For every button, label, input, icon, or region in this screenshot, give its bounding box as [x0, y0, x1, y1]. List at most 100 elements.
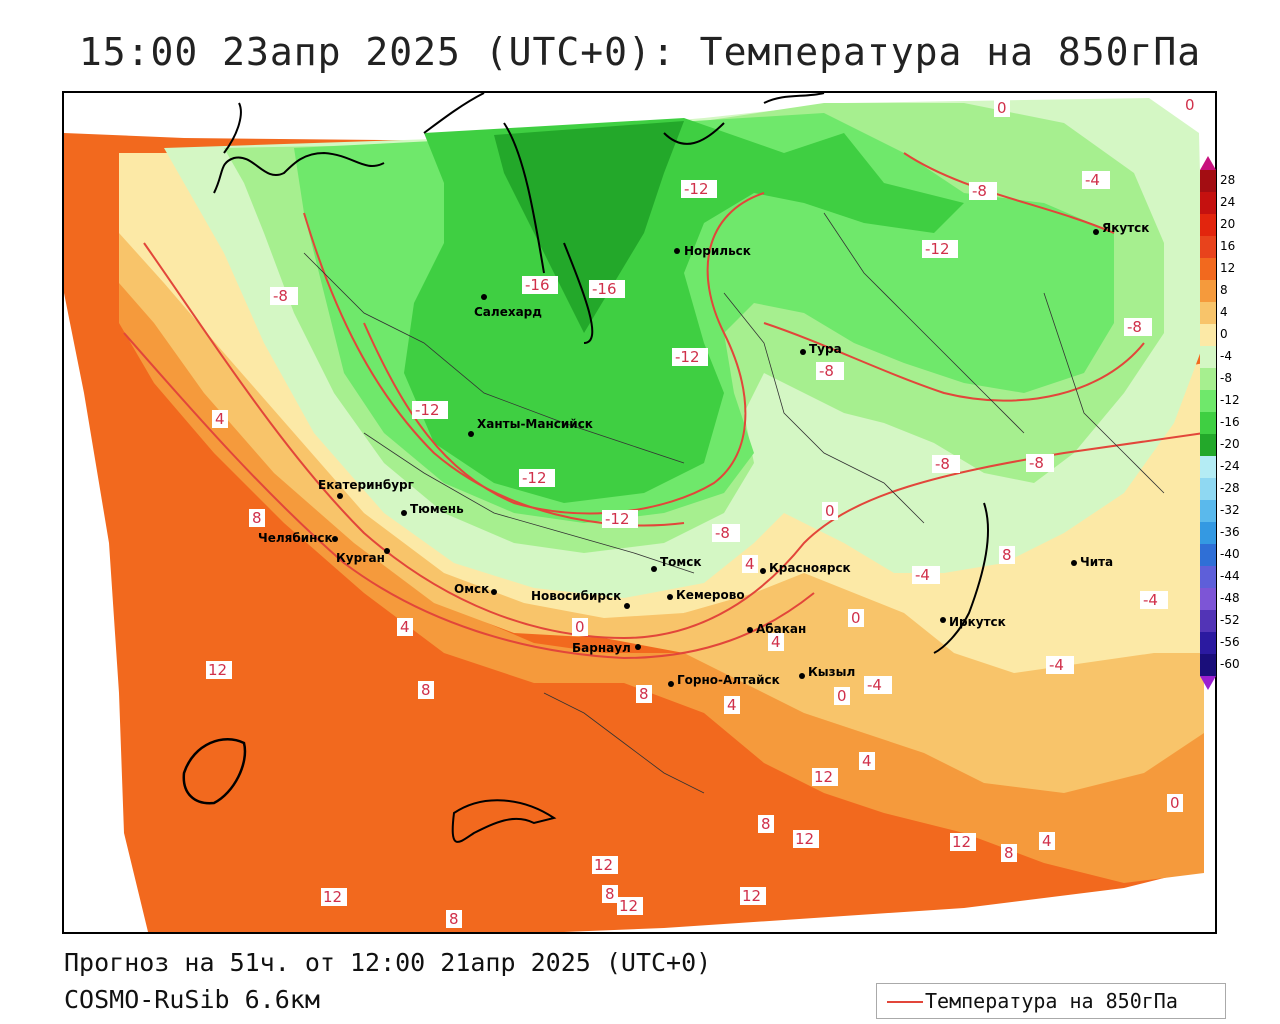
label-12-f: 12 [793, 830, 819, 848]
dark-green-zone [494, 121, 684, 333]
label-4-c: 4 [768, 633, 784, 651]
tick-label: -48 [1220, 591, 1240, 605]
tick-label: -4 [1220, 349, 1232, 363]
label-8-h: 8 [999, 546, 1015, 564]
city-abakan: Абакан [747, 622, 806, 636]
tick-label: 20 [1220, 217, 1235, 231]
city-khanty-mansiysk: Ханты-Мансийск [468, 417, 593, 437]
label-minus8-g: -8 [270, 287, 298, 305]
svg-text:8: 8 [605, 885, 615, 903]
tick-label: 8 [1220, 283, 1228, 297]
map-panel: -12 -12 -12 -12 -12 -12 -16 -16 -8 -8 -8… [62, 91, 1217, 934]
svg-text:12: 12 [619, 897, 638, 915]
svg-text:-12: -12 [522, 469, 547, 487]
legend: Температура на 850гПа [876, 983, 1226, 1019]
label-minus8-a: -8 [969, 182, 997, 200]
aral-sea [182, 738, 247, 805]
city-tura: Тура [800, 342, 842, 356]
svg-text:8: 8 [639, 685, 649, 703]
city-chita: Чита [1071, 555, 1113, 569]
svg-text:8: 8 [1004, 844, 1014, 862]
svg-text:Красноярск: Красноярск [769, 561, 851, 575]
svg-text:8: 8 [1002, 546, 1012, 564]
label-12-d: 12 [617, 897, 643, 915]
city-tyumen: Тюмень [401, 502, 464, 516]
svg-text:-8: -8 [1029, 454, 1044, 472]
label-minus4-b: -4 [912, 566, 940, 584]
svg-text:Курган: Курган [336, 551, 385, 565]
tick-label: -24 [1220, 459, 1240, 473]
svg-text:-16: -16 [525, 276, 550, 294]
svg-text:12: 12 [952, 833, 971, 851]
label-zero-c: 0 [572, 618, 588, 636]
label-minus16-b: -16 [589, 280, 625, 298]
svg-text:Норильск: Норильск [684, 244, 751, 258]
svg-text:Тюмень: Тюмень [410, 502, 464, 516]
svg-text:-4: -4 [915, 566, 930, 584]
city-irkutsk: Иркутск [940, 615, 1006, 629]
svg-text:12: 12 [742, 887, 761, 905]
svg-text:0: 0 [575, 618, 585, 636]
label-4-f: 4 [1039, 832, 1055, 850]
svg-text:0: 0 [1185, 96, 1195, 114]
label-minus8-d: -8 [932, 455, 960, 473]
tick-label: 28 [1220, 173, 1235, 187]
svg-text:8: 8 [421, 681, 431, 699]
label-4-a: 4 [397, 618, 413, 636]
legend-line-swatch [887, 1001, 923, 1003]
label-12-c: 12 [592, 856, 618, 874]
admin-borders [303, 212, 1165, 794]
colorbar-bottom-arrow [1200, 676, 1216, 690]
label-minus8-b: -8 [1124, 318, 1152, 336]
lake-balkhash [451, 799, 557, 843]
label-8-a: 8 [249, 509, 265, 527]
svg-text:4: 4 [400, 618, 410, 636]
colorbar-ticks: 28 24 20 16 12 8 4 0 -4 -8 -12 -16 -20 -… [1220, 173, 1240, 671]
colorbar-top-arrow [1200, 156, 1216, 170]
svg-text:-8: -8 [273, 287, 288, 305]
contour-labels: -12 -12 -12 -12 -12 -12 -16 -16 -8 -8 -8… [206, 96, 1198, 928]
coastlines [213, 93, 990, 654]
svg-text:-16: -16 [592, 280, 617, 298]
label-zero-d: 0 [822, 502, 838, 520]
city-markers: Салехард Норильск Якутск Тура Ханты-Манс… [258, 221, 1149, 687]
light-orange-zone [119, 213, 1204, 793]
svg-text:0: 0 [1170, 794, 1180, 812]
label-8-g: 8 [446, 910, 462, 928]
svg-text:4: 4 [1042, 832, 1052, 850]
label-minus4-c: -4 [1046, 656, 1074, 674]
svg-text:4: 4 [862, 752, 872, 770]
label-12-b: 12 [321, 888, 347, 906]
city-chelyabinsk: Челябинск [258, 531, 338, 545]
tick-label: 16 [1220, 239, 1235, 253]
tick-label: -60 [1220, 657, 1240, 671]
city-novosibirsk: Новосибирск [531, 589, 630, 609]
label-minus12-d: -12 [519, 469, 555, 487]
tick-label: -36 [1220, 525, 1240, 539]
label-8-b: 8 [418, 681, 434, 699]
label-4-b: 4 [742, 555, 758, 573]
city-omsk: Омск [454, 582, 497, 596]
colorbar: 28 24 20 16 12 8 4 0 -4 -8 -12 -16 -20 -… [1200, 156, 1240, 690]
svg-text:-8: -8 [715, 524, 730, 542]
tick-label: 24 [1220, 195, 1235, 209]
svg-text:12: 12 [208, 661, 227, 679]
svg-text:-12: -12 [605, 510, 630, 528]
city-krasnoyarsk: Красноярск [760, 561, 851, 575]
svg-text:Кызыл: Кызыл [808, 665, 855, 679]
svg-text:0: 0 [837, 687, 847, 705]
svg-text:Ханты-Мансийск: Ханты-Мансийск [477, 417, 593, 431]
city-salekhard: Салехард [474, 294, 542, 319]
tick-label: -28 [1220, 481, 1240, 495]
label-minus12-a: -12 [681, 180, 717, 198]
tick-label: 4 [1220, 305, 1228, 319]
city-norilsk: Норильск [674, 244, 751, 258]
svg-text:Тура: Тура [809, 342, 842, 356]
svg-text:8: 8 [252, 509, 262, 527]
svg-text:-12: -12 [684, 180, 709, 198]
model-name: COSMO-RuSib 6.6км [64, 985, 320, 1014]
label-4-d: 4 [724, 696, 740, 714]
svg-text:12: 12 [594, 856, 613, 874]
label-12-a: 12 [206, 661, 232, 679]
svg-text:-4: -4 [1085, 171, 1100, 189]
